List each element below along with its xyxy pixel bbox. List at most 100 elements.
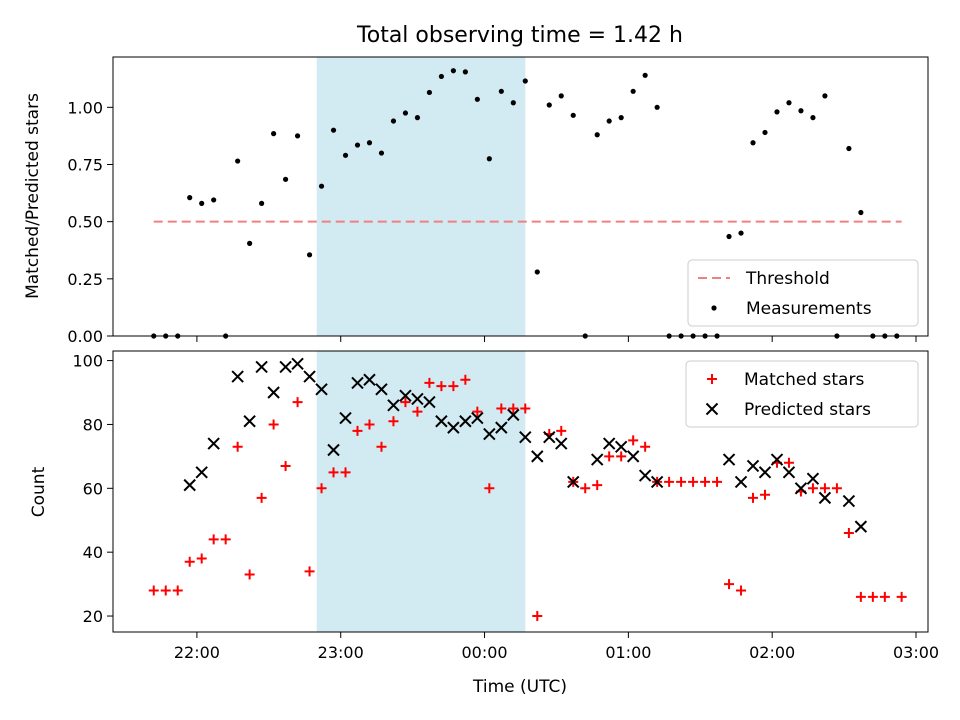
measurement-point [342, 152, 349, 158]
top-ytick-label: 0.00 [67, 327, 103, 346]
x-axis-label: Time (UTC) [472, 677, 567, 697]
matched-point [592, 480, 603, 491]
measurement-point [211, 197, 217, 203]
matched-point [256, 492, 267, 503]
measurement-point [486, 156, 492, 162]
predicted-point [351, 376, 364, 390]
predicted-point [519, 431, 532, 444]
matched-point [208, 534, 219, 545]
legend-label: Threshold [745, 269, 830, 289]
matched-point [580, 483, 591, 494]
predicted-point [806, 472, 820, 485]
matched-point [712, 476, 723, 487]
measurement-point [462, 69, 468, 75]
measurement-point [306, 252, 313, 258]
xtick-label: 23:00 [318, 643, 364, 662]
matched-point [664, 476, 675, 487]
predicted-point [782, 466, 796, 479]
measurement-point [762, 129, 768, 136]
measurement-point [642, 72, 648, 78]
measurement-point [510, 100, 516, 106]
measurement-point [282, 176, 289, 182]
predicted-point [626, 450, 640, 463]
predicted-point [471, 411, 484, 425]
measurement-point [390, 118, 397, 124]
predicted-point [507, 408, 520, 422]
predicted-point [243, 415, 256, 428]
measurement-point [534, 269, 540, 275]
matched-point [604, 451, 615, 462]
matched-point [556, 425, 567, 436]
matched-point [292, 397, 303, 408]
measurement-point [654, 104, 660, 110]
predicted-point [183, 478, 196, 492]
measurement-point [402, 110, 409, 116]
legend-label: Matched stars [744, 370, 864, 390]
matched-point [484, 483, 495, 494]
measurement-point [318, 183, 325, 189]
predicted-point [363, 373, 376, 386]
measurement-point [450, 68, 456, 74]
matched-point [896, 591, 907, 602]
measurement-point [858, 209, 864, 216]
bottom-observing-window [316, 351, 526, 632]
measurement-point [786, 100, 792, 106]
matched-point [148, 585, 159, 596]
predicted-point [590, 453, 604, 466]
matched-point [676, 476, 687, 487]
predicted-point [602, 437, 616, 450]
xtick-label: 03:00 [893, 643, 939, 662]
measurement-point [822, 93, 828, 99]
matched-point [520, 403, 531, 414]
measurement-point [187, 195, 193, 201]
measurement-point [247, 240, 253, 246]
measurement-point [522, 78, 528, 84]
measurement-point [738, 230, 744, 236]
predicted-point [279, 360, 292, 374]
predicted-point [842, 494, 856, 508]
measurement-point [330, 127, 337, 133]
measurement-point [259, 200, 265, 206]
bottom-panel: 20 40 60 80 100 22:00 23:00 00:00 01:00 02:00 03:… [29, 350, 939, 697]
matched-point [640, 441, 651, 452]
predicted-point [567, 475, 580, 489]
matched-point [424, 377, 435, 388]
measurement-point [774, 109, 780, 115]
matched-point [508, 403, 519, 414]
xtick-label: 02:00 [749, 643, 795, 662]
xtick-label: 22:00 [174, 643, 220, 662]
predicted-point [447, 421, 460, 434]
matched-point [220, 534, 231, 545]
measurement-point [846, 145, 852, 152]
top-axes-frame [112, 56, 929, 337]
legend-predicted-swatch [705, 402, 719, 416]
matched-point [376, 441, 387, 452]
measurement-point [438, 73, 444, 80]
matched-point [436, 381, 447, 392]
legend-label: Predicted stars [744, 400, 871, 420]
measurement-point [594, 132, 600, 138]
predicted-point [303, 370, 316, 383]
measurement-point [414, 115, 421, 121]
predicted-point [255, 360, 268, 374]
predicted-point [387, 399, 400, 412]
matched-point [304, 566, 315, 577]
matched-point [807, 483, 818, 494]
matched-point [736, 585, 747, 596]
top-series-layer [151, 68, 902, 339]
top-observing-window [316, 57, 526, 336]
bottom-series-layer [148, 357, 907, 622]
top-x-ticks [196, 336, 917, 342]
matched-point [700, 476, 711, 487]
measurement-point [798, 108, 804, 114]
matched-point [628, 435, 639, 446]
matched-point [496, 403, 507, 414]
predicted-point [734, 475, 748, 489]
matched-point [855, 591, 866, 602]
predicted-point [315, 383, 328, 396]
matched-point [160, 585, 171, 596]
matched-point [783, 457, 794, 468]
predicted-point [746, 459, 760, 473]
measurement-point [474, 96, 480, 102]
predicted-point [327, 443, 340, 457]
